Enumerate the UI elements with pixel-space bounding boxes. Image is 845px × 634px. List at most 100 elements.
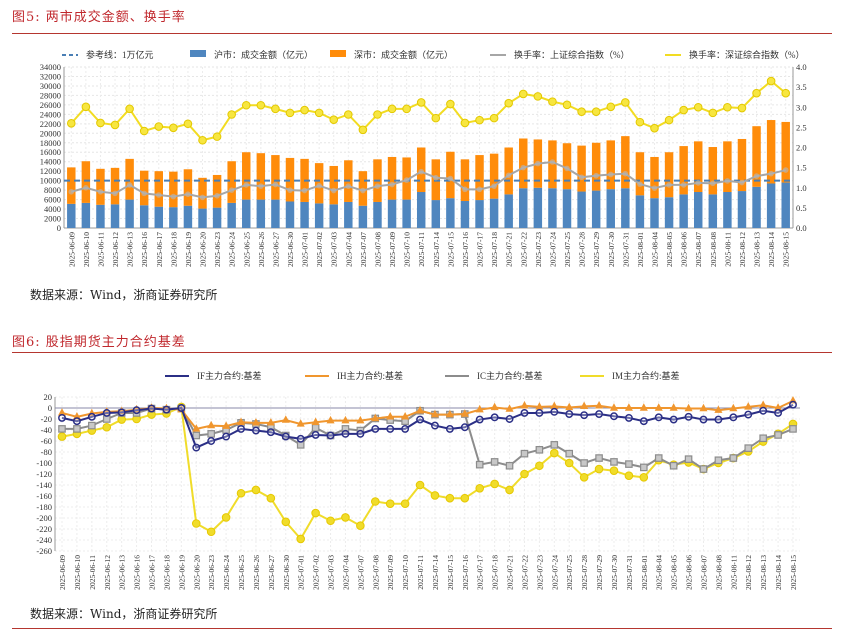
bar-sh-2025-07-22 [519, 188, 528, 228]
point-IC主力合约:基差-2025-06-11 [88, 421, 96, 430]
point-IH主力合约:基差-2025-07-16 [460, 409, 469, 417]
point-sh-turnover [360, 187, 366, 194]
y-right-tick-label: 2.5 [796, 122, 807, 132]
point-sz-turnover [256, 100, 266, 110]
point-sh-turnover [666, 182, 672, 188]
x-tick-label: 2025-06-30 [286, 232, 295, 267]
point-sz-turnover [723, 102, 732, 112]
point-sh-turnover [637, 181, 643, 187]
point-sz-turnover [169, 123, 178, 133]
point-IM主力合约:基差-2025-07-10 [400, 499, 410, 508]
bar-sz-2025-07-09 [387, 156, 397, 200]
x-tick-label: 2025-07-31 [625, 555, 634, 590]
point-IC主力合约:基差-2025-06-23 [207, 430, 215, 438]
bar-sz-2025-08-06 [679, 146, 688, 195]
x-tick-label: 2025-08-01 [640, 555, 649, 590]
point-IC主力合约:基差-2025-07-23 [535, 445, 544, 454]
point-IH主力合约:基差-2025-06-24 [222, 421, 231, 429]
x-tick-label: 2025-06-12 [103, 555, 112, 590]
point-sh-turnover [141, 190, 147, 197]
point-IF主力合约:基差-2025-06-24 [222, 432, 231, 441]
x-tick-label: 2025-07-30 [607, 232, 616, 267]
point-IH主力合约:基差-2025-07-03 [326, 415, 335, 424]
bar-sz-2025-06-16 [139, 170, 149, 206]
bar-sh-2025-08-11 [723, 192, 732, 228]
point-sz-turnover [489, 113, 499, 123]
x-tick-label: 2025-06-24 [222, 555, 231, 590]
point-IC主力合约:基差-2025-07-30 [610, 458, 618, 466]
y-tick-label: 0 [48, 403, 52, 413]
x-tick-label: 2025-06-20 [199, 232, 208, 267]
bar-sh-2025-07-09 [387, 199, 397, 228]
point-sh-turnover [287, 187, 293, 193]
point-IH主力合约:基差-2025-07-14 [430, 409, 439, 418]
point-IM主力合约:基差-2025-06-12 [102, 422, 112, 432]
x-tick-label: 2025-08-06 [680, 232, 689, 267]
point-sz-turnover [460, 118, 470, 128]
bar-sh-2025-06-10 [81, 202, 91, 228]
point-IM主力合约:基差-2025-07-02 [311, 508, 320, 518]
bar-sz-2025-08-07 [694, 141, 703, 193]
legend-label: IF主力合约:基差 [197, 370, 262, 381]
point-IF主力合约:基差-2025-08-01 [639, 417, 648, 426]
point-IF主力合约:基差-2025-06-09 [58, 413, 66, 422]
x-tick-label: 2025-06-16 [133, 555, 142, 590]
point-IC主力合约:基差-2025-08-14 [774, 431, 782, 439]
x-tick-label: 2025-06-27 [271, 232, 280, 267]
point-IF主力合约:基差-2025-06-10 [72, 417, 81, 426]
point-sz-turnover [241, 100, 251, 110]
x-tick-label: 2025-08-07 [699, 555, 708, 590]
point-sz-turnover [402, 104, 411, 114]
point-sh-turnover [753, 173, 760, 179]
y-tick-label: -200 [36, 513, 52, 523]
line-IH主力合约:基差 [61, 399, 794, 431]
bar-sh-2025-07-21 [504, 194, 513, 228]
bar-sh-2025-08-01 [635, 195, 645, 228]
point-sh-turnover [316, 182, 322, 189]
bar-sh-2025-07-16 [460, 201, 470, 228]
point-sz-turnover [183, 119, 193, 129]
point-sh-turnover [622, 170, 629, 177]
point-sz-turnover [227, 110, 236, 119]
point-IF主力合约:基差-2025-08-14 [774, 409, 783, 417]
point-sz-turnover [752, 88, 761, 98]
bar-sh-2025-06-25 [242, 199, 251, 228]
x-tick-label: 2025-07-08 [373, 232, 382, 267]
x-tick-label: 2025-07-14 [432, 232, 441, 267]
point-IM主力合约:基差-2025-06-27 [266, 493, 276, 503]
x-tick-label: 2025-07-15 [446, 555, 455, 590]
x-tick-label: 2025-06-11 [96, 232, 105, 267]
bar-sz-2025-06-24 [227, 161, 236, 203]
point-IC主力合约:基差-2025-07-28 [580, 459, 588, 467]
x-tick-label: 2025-08-13 [759, 555, 768, 590]
bar-sz-2025-06-17 [154, 171, 163, 207]
bar-sz-2025-06-27 [271, 155, 280, 200]
x-tick-label: 2025-06-13 [118, 555, 127, 590]
x-tick-label: 2025-06-13 [126, 232, 135, 267]
point-IC主力合约:基差-2025-08-07 [699, 465, 708, 473]
x-tick-label: 2025-08-15 [782, 232, 791, 267]
x-tick-label: 2025-07-21 [506, 555, 515, 590]
point-IC主力合约:基差-2025-08-11 [729, 454, 738, 462]
point-IH主力合约:基差-2025-07-04 [341, 415, 350, 424]
x-tick-label: 2025-06-19 [184, 232, 193, 267]
y-right-tick-label: 1.0 [796, 183, 807, 193]
point-sz-turnover [96, 118, 105, 128]
point-IH主力合约:基差-2025-08-05 [669, 403, 678, 411]
point-IH主力合约:基差-2025-07-17 [475, 404, 484, 413]
bar-sh-2025-08-06 [679, 194, 688, 228]
bar-sh-2025-06-11 [96, 204, 105, 228]
x-tick-label: 2025-08-05 [670, 555, 679, 590]
point-IM主力合约:基差-2025-07-18 [490, 479, 499, 489]
point-sz-turnover [416, 98, 426, 107]
point-IH主力合约:基差-2025-07-01 [296, 419, 305, 427]
x-tick-label: 2025-07-03 [330, 232, 339, 267]
x-tick-label: 2025-08-11 [729, 555, 738, 590]
point-sz-turnover [650, 123, 659, 133]
point-sz-turnover [577, 107, 586, 116]
x-tick-label: 2025-07-29 [592, 232, 601, 267]
bar-sz-2025-07-17 [475, 155, 484, 201]
point-sz-turnover [548, 97, 557, 106]
point-IH主力合约:基差-2025-08-04 [654, 403, 663, 411]
point-IH主力合约:基差-2025-06-10 [72, 412, 81, 420]
